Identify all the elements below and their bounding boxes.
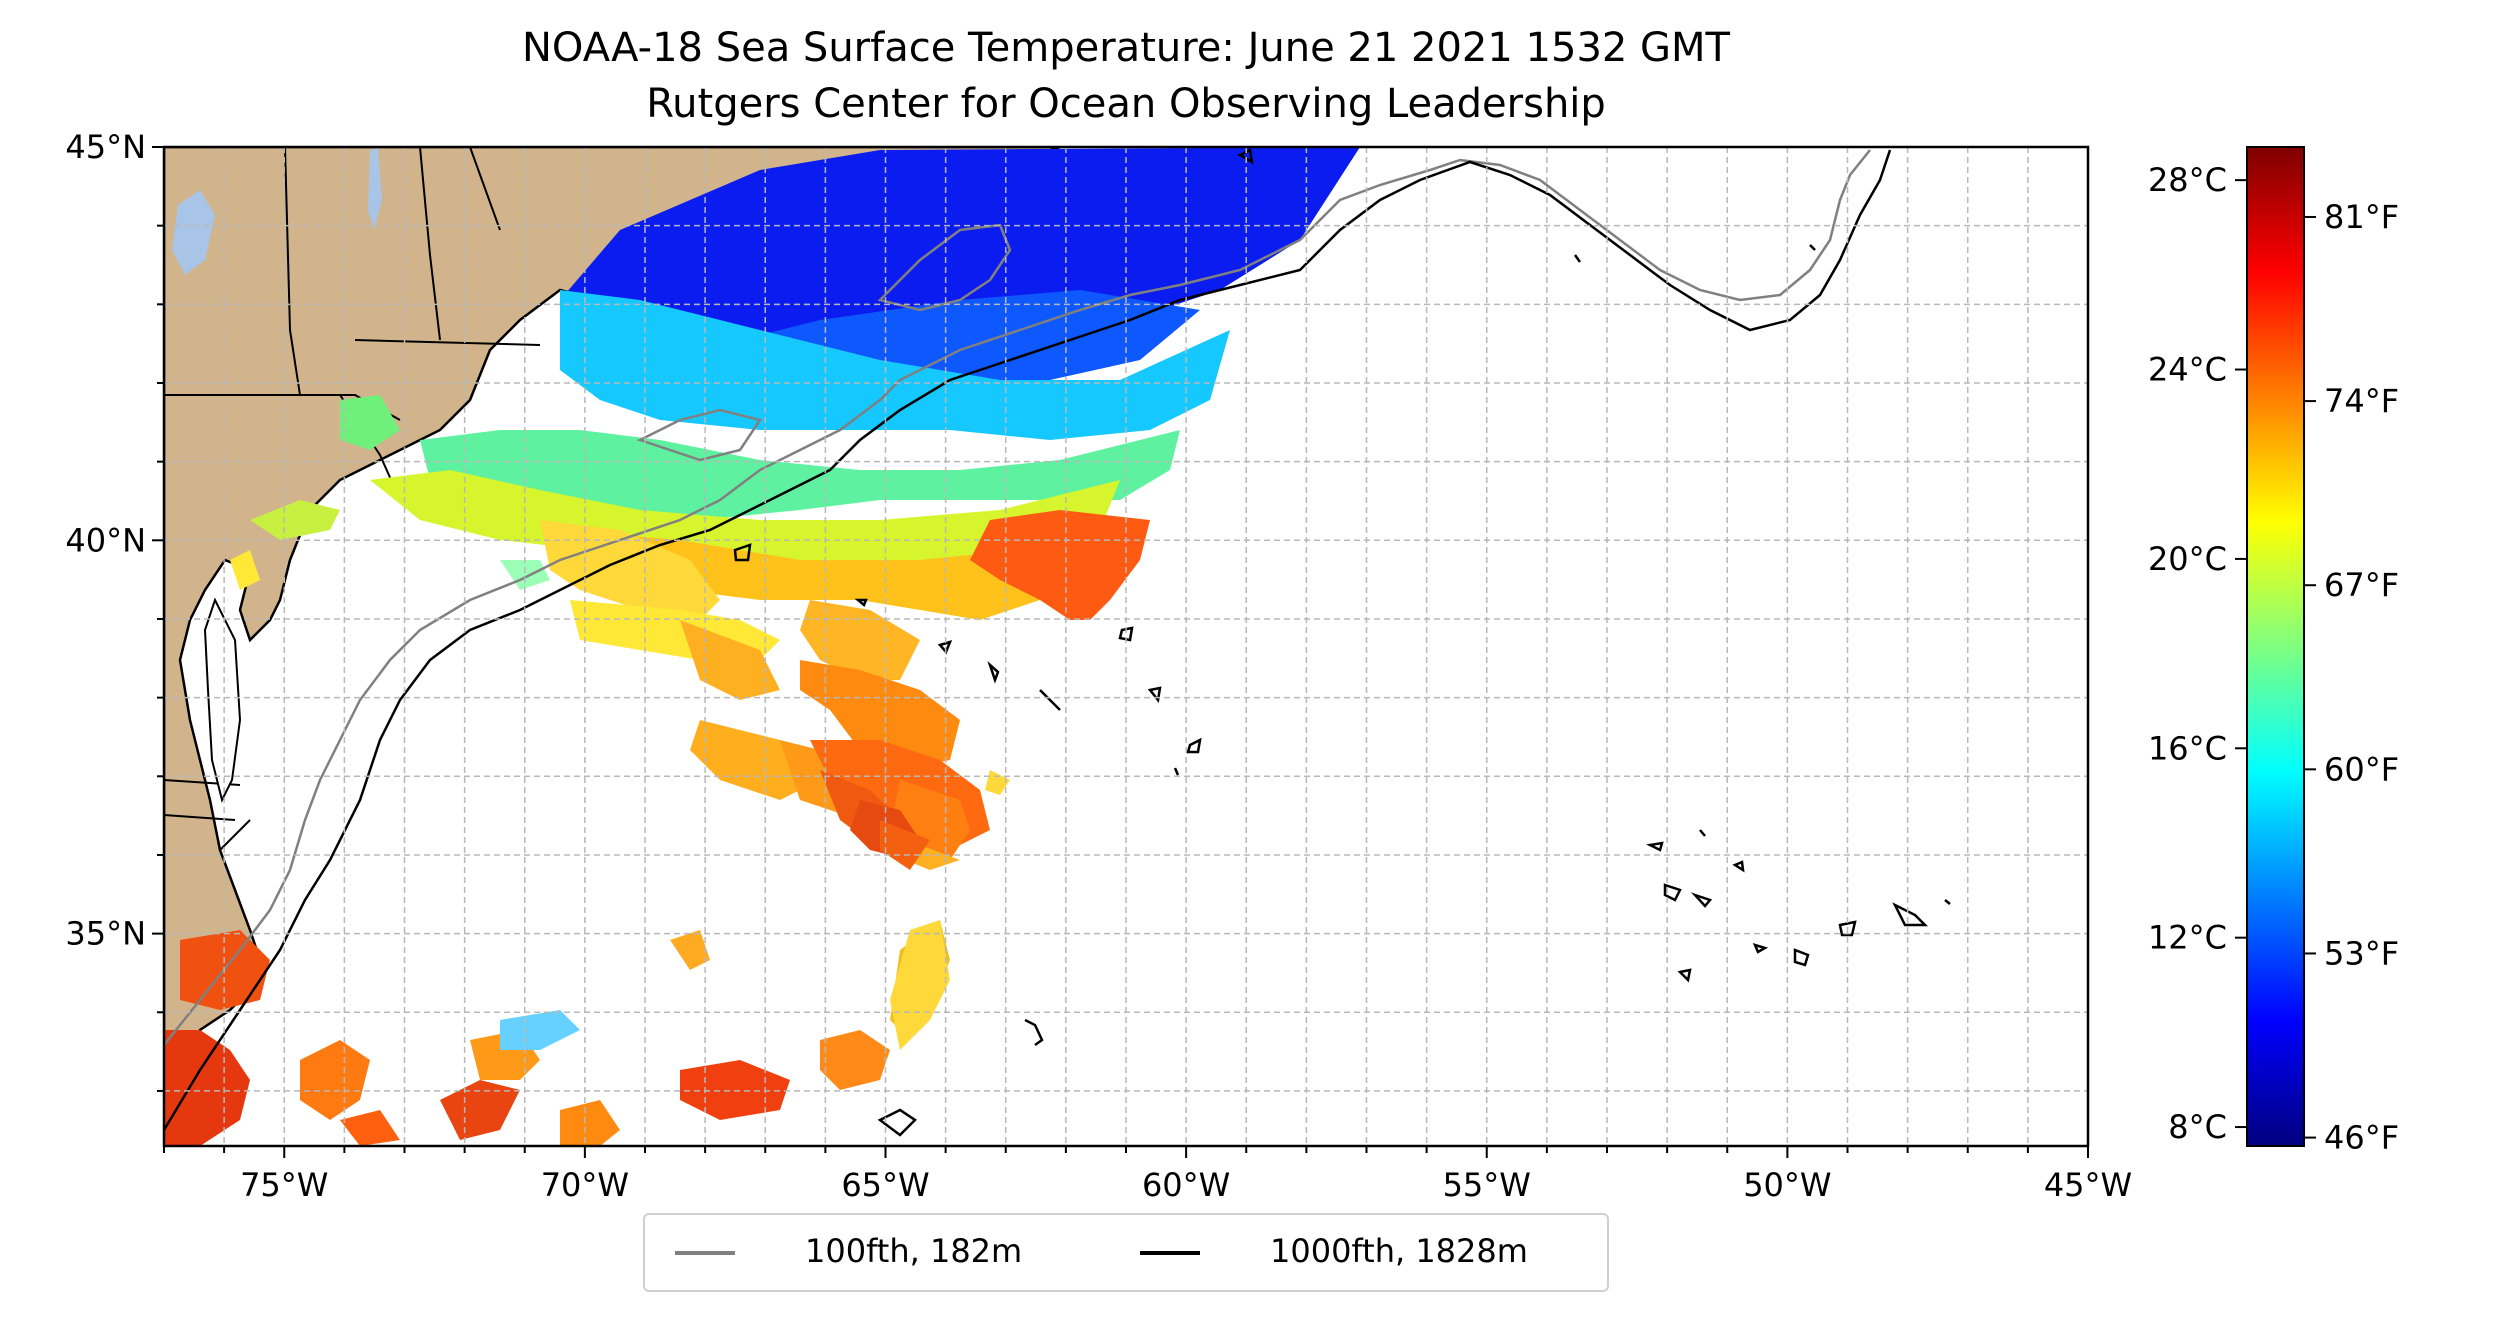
- lake-shape: [172, 190, 215, 275]
- fahrenheit-tick-label: 81°F: [2324, 198, 2399, 236]
- lake-shape: [368, 148, 382, 230]
- lat-tick-label: 45°N: [65, 128, 146, 166]
- legend-swatch-line: [675, 1251, 735, 1255]
- lon-tick-label: 55°W: [1443, 1166, 1531, 1204]
- celsius-tick-label: 8°C: [2168, 1108, 2227, 1146]
- fahrenheit-tick-label: 67°F: [2324, 566, 2399, 604]
- lon-tick-label: 75°W: [240, 1166, 328, 1204]
- legend: 100fth, 182m 1000fth, 1828m: [643, 1213, 1609, 1292]
- fahrenheit-tick-label: 53°F: [2324, 934, 2399, 972]
- lon-tick-label: 65°W: [841, 1166, 929, 1204]
- lat-tick-label: 40°N: [65, 521, 146, 559]
- celsius-tick-label: 20°C: [2148, 540, 2227, 578]
- legend-swatch-line: [1140, 1251, 1200, 1255]
- celsius-tick-label: 12°C: [2148, 919, 2227, 957]
- lon-tick-label: 60°W: [1142, 1166, 1230, 1204]
- figure-subtitle: Rutgers Center for Ocean Observing Leade…: [646, 81, 1606, 127]
- legend-label: 1000fth, 1828m: [1270, 1232, 1528, 1270]
- map-area: [164, 147, 2088, 1146]
- fahrenheit-tick-label: 46°F: [2324, 1119, 2399, 1157]
- map-axis-ticks: 75°W 70°W 65°W 60°W 55°W 50°W 45°W 45°N 40°N 35°N: [65, 128, 2132, 1204]
- legend-label: 100fth, 182m: [805, 1232, 1023, 1270]
- fahrenheit-tick-label: 74°F: [2324, 382, 2399, 420]
- lon-tick-label: 45°W: [2044, 1166, 2132, 1204]
- isobath-100fth: [164, 149, 1871, 1048]
- bay-shape: [203, 597, 242, 803]
- figure-title: NOAA-18 Sea Surface Temperature: June 21…: [521, 25, 1730, 71]
- celsius-tick-label: 28°C: [2148, 161, 2227, 199]
- graticule: [164, 147, 2088, 1146]
- lon-tick-label: 50°W: [1743, 1166, 1831, 1204]
- colorbar: 28°C 24°C 20°C 16°C 12°C 8°C 81°F 74°F 67°F 60°F 5…: [2148, 146, 2399, 1157]
- colorbar-ticks: 28°C 24°C 20°C 16°C 12°C 8°C 81°F 74°F 67°F 60°F 5…: [2148, 161, 2399, 1156]
- isobath-1000fth: [164, 148, 1951, 1137]
- fahrenheit-tick-label: 60°F: [2324, 750, 2399, 788]
- lon-tick-label: 70°W: [541, 1166, 629, 1204]
- lat-tick-label: 35°N: [65, 915, 146, 953]
- celsius-tick-label: 16°C: [2148, 729, 2227, 767]
- celsius-tick-label: 24°C: [2148, 351, 2227, 389]
- colorbar-gradient: [2246, 146, 2305, 1147]
